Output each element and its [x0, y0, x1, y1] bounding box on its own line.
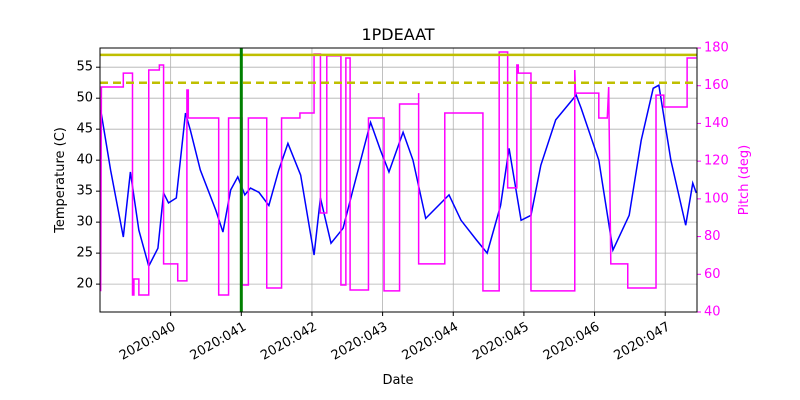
y2-tick-label: 40: [704, 305, 721, 320]
y2-tick-label: 180: [704, 41, 729, 56]
x-tick-label: 2020:040: [117, 320, 178, 364]
x-tick-label: 2020:045: [470, 320, 531, 364]
y2-tick-label: 100: [704, 191, 729, 206]
y-tick-label: 40: [76, 153, 93, 168]
y2-tick-label: 140: [704, 116, 729, 131]
y-tick-label: 50: [76, 91, 93, 106]
chart-title: 1PDEAAT: [361, 25, 434, 44]
y-tick-label: 25: [76, 246, 93, 261]
data-line: [100, 84, 697, 269]
y2-tick-label: 60: [704, 267, 721, 282]
y-tick-label: 55: [76, 60, 93, 75]
x-axis-label: Date: [382, 373, 413, 388]
y2-tick-label: 120: [704, 154, 729, 169]
y-tick-label: 35: [76, 184, 93, 199]
y-tick-label: 20: [76, 277, 93, 292]
y-tick-label: 30: [76, 215, 93, 230]
data-line: [100, 51, 697, 296]
x-tick-label: 2020:043: [329, 320, 390, 364]
y-tick-label: 45: [76, 122, 93, 137]
x-tick-label: 2020:041: [188, 320, 249, 364]
x-tick-label: 2020:046: [541, 320, 602, 364]
x-tick-label: 2020:042: [258, 320, 319, 364]
plot-frame: [99, 47, 698, 313]
y-axis-label: Temperature (C): [53, 127, 68, 234]
x-tick-label: 2020:047: [612, 320, 673, 364]
y2-tick-label: 160: [704, 78, 729, 93]
y2-axis-label: Pitch (deg): [737, 145, 752, 215]
x-tick-label: 2020:044: [400, 320, 461, 364]
y2-tick-label: 80: [704, 229, 721, 244]
